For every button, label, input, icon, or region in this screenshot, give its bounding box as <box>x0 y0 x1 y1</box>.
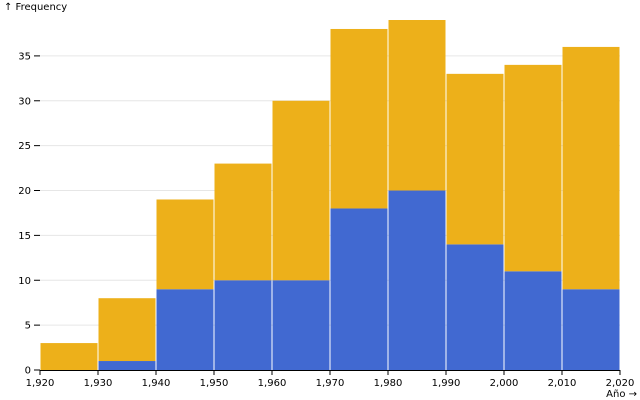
bar-series1-bin-1940 <box>156 199 214 290</box>
x-tick-label-1940: 1,940 <box>142 378 171 389</box>
bar-series1-bin-1960 <box>272 100 330 281</box>
x-tick-label-2000: 2,000 <box>490 378 519 389</box>
y-tick-label-20: 20 <box>18 186 31 197</box>
y-tick-label-0: 0 <box>25 366 31 377</box>
bar-series0-bin-1930 <box>98 361 156 370</box>
bar-series1-bin-1930 <box>98 298 156 362</box>
bar-series0-bin-2000 <box>504 271 562 370</box>
y-tick-label-10: 10 <box>18 276 31 287</box>
grid-lines <box>40 55 620 326</box>
bar-series1-bin-2000 <box>504 64 562 272</box>
y-axis: 0 5 10 15 20 25 30 35 <box>18 51 40 377</box>
x-tick-label-2010: 2,010 <box>548 378 577 389</box>
y-tick-label-30: 30 <box>18 96 31 107</box>
bar-series0-bin-1990 <box>446 244 504 370</box>
x-axis: 1,920 1,930 1,940 1,950 1,960 1,970 1,980 1,990… <box>26 370 635 389</box>
x-tick-label-1970: 1,970 <box>316 378 345 389</box>
bar-series1-bin-2010 <box>562 46 620 290</box>
y-tick-label-35: 35 <box>18 51 31 62</box>
x-tick-label-1960: 1,960 <box>258 378 287 389</box>
x-axis-label: Año → <box>606 389 637 400</box>
x-tick-label-1980: 1,980 <box>374 378 403 389</box>
bar-series1-bin-1920 <box>40 343 98 370</box>
bars-group <box>40 20 620 370</box>
y-tick-label-5: 5 <box>25 321 31 332</box>
x-tick-label-1950: 1,950 <box>200 378 229 389</box>
y-tick-label-15: 15 <box>18 231 31 242</box>
bar-series1-bin-1970 <box>330 28 388 209</box>
bar-series0-bin-1960 <box>272 280 330 370</box>
y-tick-label-25: 25 <box>18 141 31 152</box>
bar-series0-bin-1980 <box>388 190 446 370</box>
bar-series1-bin-1990 <box>446 73 504 245</box>
x-tick-label-1920: 1,920 <box>26 378 55 389</box>
y-axis-label: ↑ Frequency <box>4 2 67 13</box>
bar-series0-bin-1950 <box>214 280 272 370</box>
bar-series0-bin-2010 <box>562 289 620 370</box>
bar-series0-bin-1940 <box>156 289 214 370</box>
bar-series0-bin-1970 <box>330 208 388 370</box>
x-tick-label-2020: 2,020 <box>606 378 635 389</box>
bar-series1-bin-1980 <box>388 20 446 191</box>
bar-series1-bin-1950 <box>214 163 272 281</box>
x-tick-label-1990: 1,990 <box>432 378 461 389</box>
x-tick-label-1930: 1,930 <box>84 378 113 389</box>
